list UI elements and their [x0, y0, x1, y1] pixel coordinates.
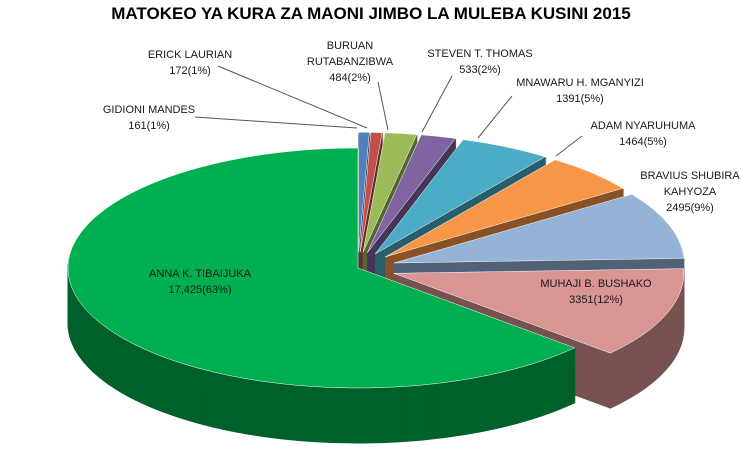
- value-label: 3351(12%): [569, 294, 623, 306]
- slice: [374, 139, 546, 255]
- leader-line: [194, 116, 358, 129]
- value-label: 484(2%): [329, 72, 371, 84]
- slice-name: ADAM NYARUHUMA: [590, 120, 696, 132]
- slice: [367, 134, 456, 253]
- slice: [359, 132, 383, 253]
- data-label: ERICK LAURIAN 172(1%): [148, 47, 232, 79]
- data-label: ANNA K. TIBAIJUKA 17,425(63%): [149, 266, 251, 298]
- value-label: 161(1%): [128, 120, 170, 132]
- data-label: GIDIONI MANDES 161(1%): [103, 102, 195, 134]
- data-label: STEVEN T. THOMAS 533(2%): [427, 46, 532, 78]
- leader-line: [421, 75, 453, 133]
- value-label: 17,425(63%): [168, 284, 232, 296]
- slice: [393, 194, 685, 264]
- slice: [393, 268, 685, 354]
- slice-name: MUHAJI B. BUSHAKO: [540, 278, 652, 290]
- slice-name: GIDIONI MANDES: [102, 104, 196, 116]
- value-label: 533(2%): [459, 64, 501, 76]
- data-label: BURUAN RUTABANZIBWA 484(2%): [304, 38, 396, 86]
- value-label: 2495(9%): [666, 202, 714, 214]
- slice: [67, 147, 576, 389]
- slice-name: BRAVIUS SHUBIRA KAHYOZA: [640, 170, 740, 198]
- leader-line: [377, 81, 389, 131]
- chart-title: MATOKEO YA KURA ZA MAONI JIMBO LA MULEBA…: [111, 4, 631, 23]
- leader-line: [555, 135, 583, 157]
- leader-line: [217, 65, 368, 129]
- data-label: MNAWARU H. MGANYIZI 1391(5%): [516, 75, 644, 107]
- slice-name: ERICK LAURIAN: [147, 49, 233, 61]
- slice: [358, 132, 370, 253]
- slice: [384, 159, 624, 258]
- value-label: 1464(5%): [619, 136, 667, 148]
- data-label: MUHAJI B. BUSHAKO 3351(12%): [540, 276, 651, 308]
- slice-name: BURUAN RUTABANZIBWA: [306, 40, 394, 68]
- leader-line: [477, 95, 513, 139]
- slice-name: ANNA K. TIBAIJUKA: [149, 268, 251, 280]
- value-label: 1391(5%): [556, 93, 604, 105]
- data-label: ADAM NYARUHUMA 1464(5%): [591, 118, 696, 150]
- slice: [362, 132, 418, 253]
- slice-name: MNAWARU H. MGANYIZI: [516, 77, 644, 89]
- data-label: BRAVIUS SHUBIRA KAHYOZA 2495(9%): [635, 168, 742, 216]
- value-label: 172(1%): [169, 65, 211, 77]
- slice-name: STEVEN T. THOMAS: [427, 48, 533, 60]
